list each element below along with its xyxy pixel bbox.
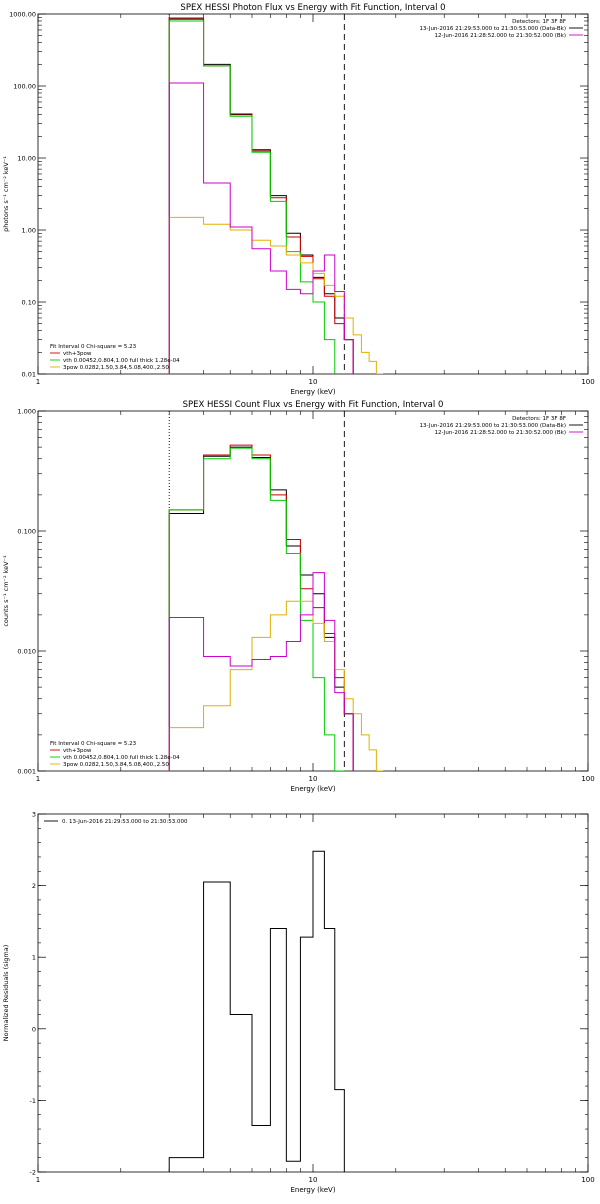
legend-entry: Detectors: 1F 3F 8F: [512, 416, 566, 422]
series-data-bk: [168, 18, 354, 374]
x-tick-label: 1: [36, 378, 40, 386]
y-tick-label: 0.001: [17, 768, 36, 776]
series-3pow: [168, 600, 384, 771]
legend-entry: vth 0.00452,0.804,1.00 full thick 1.28e-…: [63, 358, 180, 364]
legend-entry: Fit Interval 0 Chi-square = 5.23: [50, 344, 137, 350]
series-group: [168, 444, 384, 771]
y-tick-label: 10.00: [17, 155, 36, 163]
series-group: [168, 17, 384, 374]
chart-panel-3: 1 10 100 -2 -1 0 1 2 3 Energy (keV) Normalized Res…: [2, 811, 595, 1195]
series-bk: [168, 572, 354, 771]
y-tick-label: 0.010: [17, 648, 36, 656]
legend-entry: 13-Jun-2016 21:29:53.000 to 21:30:53.000…: [420, 26, 566, 32]
chart-panel-2: SPEX HESSI Count Flux vs Energy with Fit…: [2, 400, 595, 793]
series-vth: [168, 447, 345, 771]
x-tick-label: 1: [36, 1176, 40, 1184]
x-tick-label: 10: [309, 1176, 318, 1184]
series-bk: [168, 82, 354, 374]
y-tick-label: 0.01: [22, 371, 36, 379]
series-group: [168, 850, 345, 1172]
y-tick-label: 3: [32, 811, 36, 819]
legend-entry: 12-Jun-2016 21:28:52.000 to 21:30:52.000…: [434, 430, 566, 436]
series-3pow: [168, 216, 384, 374]
x-axis-label: Energy (keV): [290, 785, 335, 793]
legend-entry: 12-Jun-2016 21:28:52.000 to 21:30:52.000…: [434, 33, 566, 39]
y-tick-label: 0.100: [17, 528, 36, 536]
x-axis-label: Energy (keV): [290, 1186, 335, 1194]
series-0-13-jun-2016-21-29-53-000-to-21-30-53-000: [168, 850, 345, 1172]
x-axis-label: Energy (keV): [290, 388, 335, 396]
legend-entry: Fit Interval 0 Chi-square = 5.23: [50, 741, 137, 747]
y-tick-label: 1.000: [17, 408, 36, 416]
legend-entry: 0. 13-Jun-2016 21:29:53.000 to 21:30:53.…: [62, 819, 188, 825]
axes-frame: [37, 13, 589, 375]
legend-entry: vth 0.00452,0.804,1.00 full thick 1.28e-…: [63, 755, 180, 761]
y-tick-label: 1.00: [22, 227, 36, 235]
y-tick-label: 2: [32, 882, 36, 890]
series-vth: [168, 20, 336, 374]
legend-entry: 3pow 0.0282,1.50,3.84,5.08,400.,2.50: [63, 365, 169, 371]
series-data-bk: [168, 446, 354, 771]
y-tick-label: 0: [32, 1025, 36, 1033]
x-tick-label: 10: [309, 378, 318, 386]
x-tick-label: 10: [309, 775, 318, 783]
x-tick-label: 1: [36, 775, 40, 783]
legend-entry: vth+3pow: [63, 748, 92, 754]
chart-title: SPEX HESSI Count Flux vs Energy with Fit…: [183, 400, 444, 410]
y-tick-label: 0.10: [22, 299, 36, 307]
y-tick-label: 1: [32, 954, 36, 962]
y-tick-label: -1: [30, 1097, 36, 1105]
y-tick-label: 100.00: [13, 83, 36, 91]
y-axis-label: photons s⁻¹ cm⁻² keV⁻¹: [2, 156, 10, 232]
series-vth-3pow: [168, 17, 354, 374]
chart-title: SPEX HESSI Photon Flux vs Energy with Fi…: [180, 3, 445, 13]
y-axis-label: Normalized Residuals (sigma): [2, 945, 10, 1042]
y-tick-label: 1000.00: [9, 11, 36, 19]
x-tick-label: 100: [581, 775, 594, 783]
legend-entry: 13-Jun-2016 21:29:53.000 to 21:30:53.000…: [420, 423, 566, 429]
legend-entry: 3pow 0.0282,1.50,3.84,5.08,400.,2.50: [63, 762, 169, 768]
y-axis-label: counts s⁻¹ cm⁻² keV⁻¹: [2, 555, 10, 627]
legend-entry: vth+3pow: [63, 351, 92, 357]
x-tick-label: 100: [581, 1176, 594, 1184]
y-tick-label: -2: [30, 1169, 36, 1177]
legend-entry: Detectors: 1F 3F 8F: [512, 19, 566, 25]
chart-panel-1: SPEX HESSI Photon Flux vs Energy with Fi…: [2, 3, 595, 396]
series-vth-3pow: [168, 444, 354, 771]
x-tick-label: 100: [581, 378, 594, 386]
